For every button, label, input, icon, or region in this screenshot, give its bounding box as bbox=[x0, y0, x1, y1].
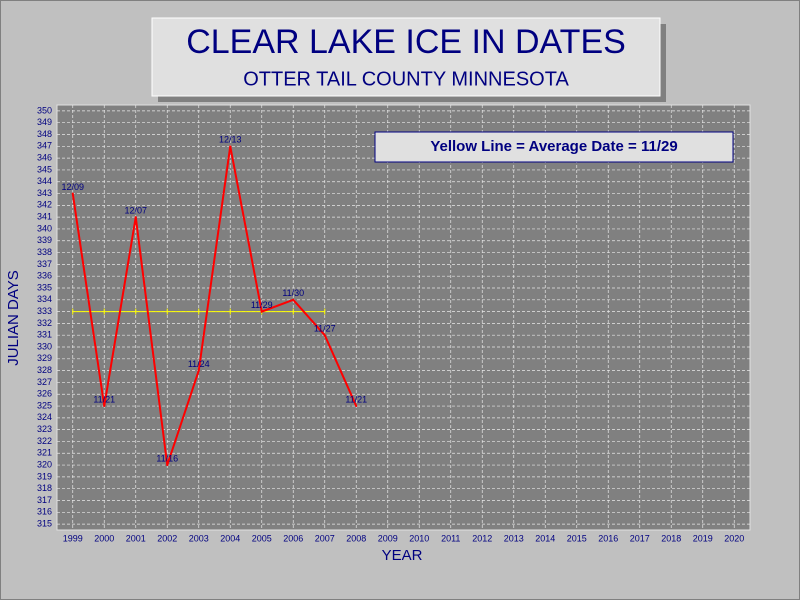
y-tick-label: 345 bbox=[37, 164, 52, 174]
point bbox=[229, 145, 232, 148]
chart-subtitle: OTTER TAIL COUNTY MINNESOTA bbox=[243, 68, 569, 90]
y-axis-label: JULIAN DAYS bbox=[5, 270, 22, 366]
data-label: 11/29 bbox=[251, 300, 273, 310]
x-tick-label: 2010 bbox=[409, 533, 429, 543]
series-line bbox=[71, 146, 358, 466]
data-label: 12/07 bbox=[124, 206, 147, 216]
y-tick-label: 342 bbox=[37, 200, 52, 210]
x-tick-label: 2006 bbox=[283, 533, 303, 543]
x-tick-label: 2016 bbox=[598, 533, 618, 543]
x-tick-label: 2019 bbox=[693, 533, 713, 543]
x-tick-label: 1999 bbox=[63, 533, 83, 543]
data-label: 11/21 bbox=[345, 394, 367, 404]
x-tick-label: 2007 bbox=[315, 533, 335, 543]
x-tick-label: 2001 bbox=[126, 533, 146, 543]
y-tick-label: 334 bbox=[37, 294, 52, 304]
x-tick-label: 2018 bbox=[661, 533, 681, 543]
x-tick-label: 2014 bbox=[535, 533, 555, 543]
x-tick-label: 2003 bbox=[189, 533, 209, 543]
x-tick-label: 2011 bbox=[441, 533, 460, 543]
annotation-box bbox=[374, 131, 734, 163]
y-tick-label: 316 bbox=[37, 507, 52, 517]
point bbox=[355, 405, 358, 408]
y-tick-label: 335 bbox=[37, 282, 52, 292]
title-box bbox=[151, 17, 661, 97]
data-label: 11/27 bbox=[314, 324, 336, 334]
y-tick-label: 344 bbox=[37, 176, 52, 186]
y-tick-label: 346 bbox=[37, 153, 52, 163]
y-tick-label: 349 bbox=[37, 117, 52, 127]
x-tick-label: 2017 bbox=[630, 533, 650, 543]
annotation: Yellow Line = Average Date = 11/29 bbox=[430, 138, 677, 155]
y-tick-label: 343 bbox=[37, 188, 52, 198]
y-tick-label: 333 bbox=[37, 306, 52, 316]
plot-area bbox=[56, 104, 751, 531]
point bbox=[323, 334, 326, 337]
marks: 12/09 11/21 12/07 11/16 11/24 12/13 11/29 11/30… bbox=[61, 135, 367, 467]
data-label: 12/09 bbox=[61, 182, 84, 192]
y-tick-label: 350 bbox=[37, 105, 52, 115]
x-tick-label: 2002 bbox=[157, 533, 177, 543]
y-tick-label: 315 bbox=[37, 518, 52, 528]
x-tick-label: 2015 bbox=[567, 533, 587, 543]
y-tick-label: 326 bbox=[37, 389, 52, 399]
y-tick-label: 336 bbox=[37, 271, 52, 281]
point bbox=[71, 192, 74, 195]
data-label: 11/30 bbox=[282, 288, 304, 298]
y-tick-label: 323 bbox=[37, 424, 52, 434]
x-tick-label: 2005 bbox=[252, 533, 272, 543]
x-tick-label: 2013 bbox=[504, 533, 524, 543]
point bbox=[292, 298, 295, 301]
y-tick-label: 327 bbox=[37, 377, 52, 387]
y-tick-label: 340 bbox=[37, 223, 52, 233]
y-tick-label: 319 bbox=[37, 471, 52, 481]
point bbox=[260, 310, 263, 313]
chart-title: CLEAR LAKE ICE IN DATES bbox=[186, 23, 626, 61]
y-tick-label: 320 bbox=[37, 459, 52, 469]
y-tick-label: 322 bbox=[37, 436, 52, 446]
y-tick-label: 325 bbox=[37, 400, 52, 410]
point bbox=[103, 405, 106, 408]
point bbox=[166, 464, 169, 467]
y-tick-label: 317 bbox=[37, 495, 52, 505]
y-tick-label: 339 bbox=[37, 235, 52, 245]
x-tick-label: 2009 bbox=[378, 533, 398, 543]
y-tick-label: 338 bbox=[37, 247, 52, 257]
grid bbox=[57, 105, 750, 530]
data-label: 11/21 bbox=[93, 394, 115, 404]
point bbox=[197, 369, 200, 372]
x-axis-label: YEAR bbox=[382, 547, 423, 564]
y-tick-label: 318 bbox=[37, 483, 52, 493]
data-label: 11/24 bbox=[188, 359, 210, 369]
y-tick-label: 328 bbox=[37, 365, 52, 375]
y-tick-label: 337 bbox=[37, 259, 52, 269]
y-tick-label: 330 bbox=[37, 341, 52, 351]
y-tick-label: 348 bbox=[37, 129, 52, 139]
y-tick-label: 329 bbox=[37, 353, 52, 363]
y-tick-label: 321 bbox=[37, 448, 52, 458]
y-tick-label: 341 bbox=[37, 212, 52, 222]
x-tick-label: 2004 bbox=[220, 533, 240, 543]
data-label: 11/16 bbox=[156, 453, 178, 463]
point bbox=[134, 216, 137, 219]
y-tick-label: 324 bbox=[37, 412, 52, 422]
y-tick-label: 331 bbox=[37, 330, 52, 340]
data-label: 12/13 bbox=[219, 135, 242, 145]
x-tick-label: 2008 bbox=[346, 533, 366, 543]
y-tick-label: 347 bbox=[37, 141, 52, 151]
x-tick-label: 2000 bbox=[94, 533, 114, 543]
y-tick-label: 332 bbox=[37, 318, 52, 328]
x-tick-label: 2020 bbox=[724, 533, 744, 543]
x-tick-label: 2012 bbox=[472, 533, 492, 543]
